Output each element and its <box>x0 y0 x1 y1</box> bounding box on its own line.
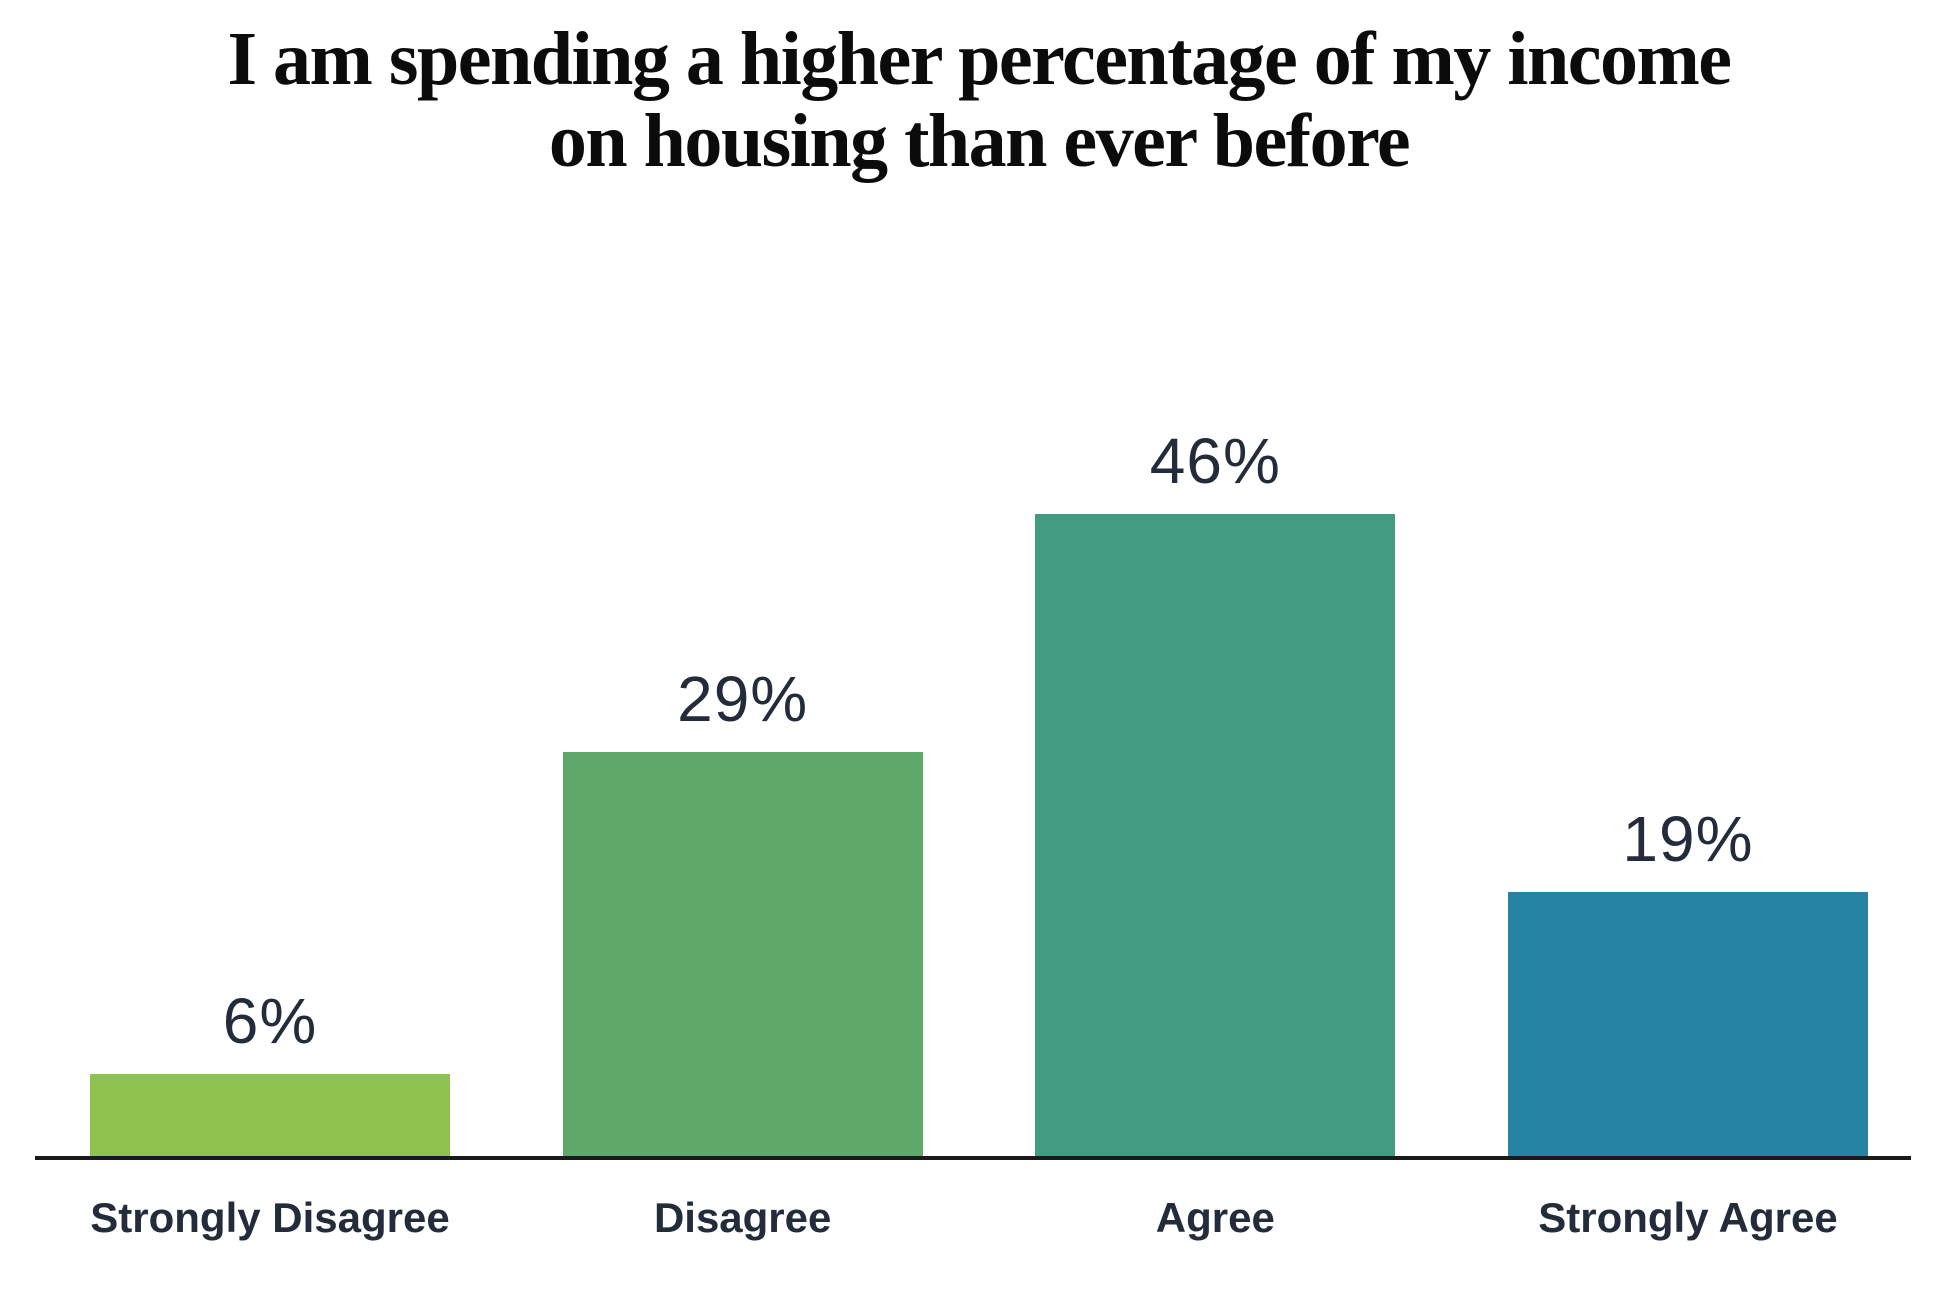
bar-strongly-agree <box>1507 892 1868 1158</box>
category-label-disagree: Disagree <box>653 1194 832 1241</box>
bar-strongly-disagree <box>90 1074 450 1158</box>
bar-value-label: 29% <box>677 663 809 735</box>
bar-value-label: 46% <box>1149 425 1281 497</box>
bar-agree <box>1035 514 1396 1158</box>
bar-column-agree: 46% <box>1035 424 1396 1158</box>
x-axis-line <box>35 1156 1911 1160</box>
chart-title-line-1: I am spending a higher percentage of my … <box>227 17 1732 101</box>
category-label-strongly-agree: Strongly Agree <box>1538 1194 1838 1241</box>
chart-title-line-2: on housing than ever before <box>548 99 1411 184</box>
bars-row: 6% 29% 46% 19% <box>90 424 1868 1158</box>
chart-title: I am spending a higher percentage of my … <box>0 18 1958 182</box>
bar-value-label: 6% <box>222 985 318 1057</box>
category-labels-row: Strongly Disagree Disagree Agree Strongl… <box>90 1194 1868 1242</box>
bar-disagree <box>562 752 923 1158</box>
category-label-agree: Agree <box>1155 1194 1275 1241</box>
category-label-strongly-disagree: Strongly Disagree <box>90 1194 450 1241</box>
bar-column-strongly-disagree: 6% <box>90 984 450 1158</box>
bar-column-disagree: 29% <box>562 662 923 1158</box>
bar-column-strongly-agree: 19% <box>1507 802 1868 1158</box>
bar-value-label: 19% <box>1622 803 1754 875</box>
